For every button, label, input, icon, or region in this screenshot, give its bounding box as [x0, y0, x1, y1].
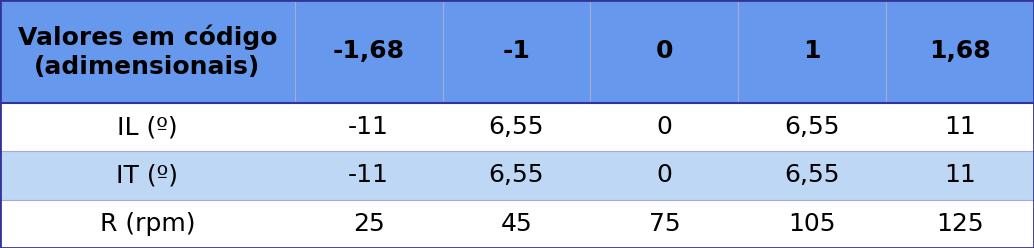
Bar — [0, 200, 1034, 248]
Text: -11: -11 — [348, 163, 389, 187]
Text: 1,68: 1,68 — [930, 39, 991, 63]
Text: IT (º): IT (º) — [117, 163, 178, 187]
Text: IL (º): IL (º) — [117, 115, 178, 139]
Text: 11: 11 — [944, 163, 976, 187]
Text: 0: 0 — [656, 39, 673, 63]
Text: 6,55: 6,55 — [489, 163, 544, 187]
Text: 1: 1 — [803, 39, 821, 63]
Text: 75: 75 — [648, 212, 680, 236]
Text: -11: -11 — [348, 115, 389, 139]
Text: 45: 45 — [500, 212, 533, 236]
Text: 6,55: 6,55 — [785, 163, 840, 187]
Bar — [0, 151, 1034, 200]
Text: 0: 0 — [657, 115, 672, 139]
Text: 6,55: 6,55 — [785, 115, 840, 139]
Text: 105: 105 — [789, 212, 835, 236]
Bar — [0, 103, 1034, 151]
Text: -1,68: -1,68 — [333, 39, 404, 63]
Text: 125: 125 — [936, 212, 984, 236]
Text: Valores em código
(adimensionais): Valores em código (adimensionais) — [18, 24, 277, 79]
Text: 6,55: 6,55 — [489, 115, 544, 139]
Text: -1: -1 — [503, 39, 530, 63]
Bar — [0, 0, 1034, 103]
Text: 11: 11 — [944, 115, 976, 139]
Text: R (rpm): R (rpm) — [99, 212, 195, 236]
Text: 25: 25 — [353, 212, 385, 236]
Text: 0: 0 — [657, 163, 672, 187]
